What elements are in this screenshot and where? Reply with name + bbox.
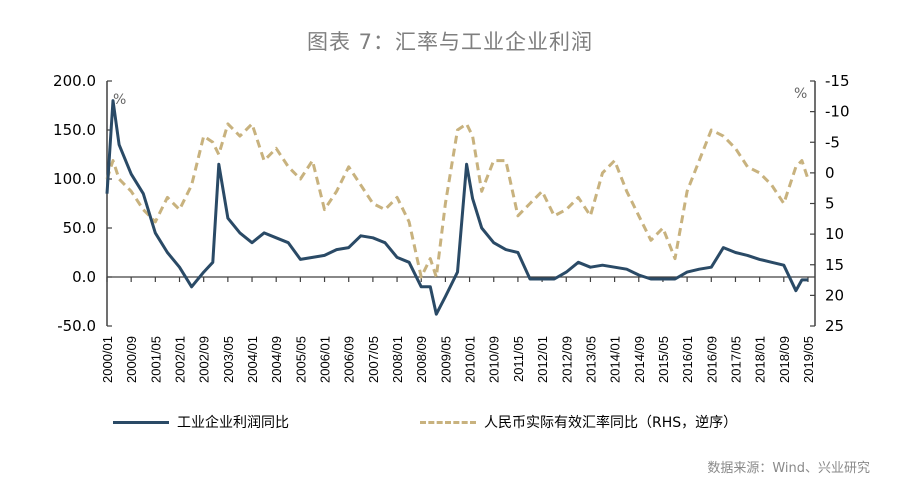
right-tick-label: -5 — [825, 133, 840, 151]
x-tick-label: 2014/09 — [632, 336, 647, 383]
right-tick-label: 15 — [825, 256, 844, 274]
series-profit-line — [105, 99, 808, 316]
x-tick-label: 2000/09 — [124, 336, 139, 383]
left-tick-label: 100.0 — [53, 170, 96, 188]
x-tick-label: 2004/09 — [269, 336, 284, 383]
data-source-note: 数据来源：Wind、兴业研究 — [707, 461, 870, 476]
right-tick-label: -15 — [825, 72, 850, 90]
series-reer-line — [105, 122, 810, 279]
x-tick-label: 2004/01 — [245, 336, 260, 383]
left-tick-label: 200.0 — [53, 72, 96, 90]
x-tick-label: 2009/05 — [438, 336, 453, 383]
x-tick-label: 2016/01 — [680, 336, 695, 383]
right-tick-label: 20 — [825, 286, 844, 304]
legend-item-profit: 工业企业利润同比 — [113, 412, 289, 432]
legend-label-reer: 人民币实际有效汇率同比（RHS，逆序） — [484, 415, 738, 431]
x-tick-label: 2018/09 — [777, 336, 792, 383]
x-tick-label: 2002/01 — [173, 336, 188, 383]
x-tick-label: 2012/01 — [535, 336, 550, 383]
right-tick-label: 5 — [825, 195, 835, 213]
x-tick-label: 2005/05 — [293, 336, 308, 383]
x-tick-label: 2008/01 — [390, 336, 405, 383]
right-tick-label: -10 — [825, 103, 850, 121]
left-tick-label: -50.0 — [57, 317, 96, 335]
x-tick-label: 2001/05 — [148, 336, 163, 383]
x-tick-label: 2006/01 — [318, 336, 333, 383]
left-tick-label: 150.0 — [53, 121, 96, 139]
x-tick-label: 2012/09 — [559, 336, 574, 383]
x-tick-label: 2010/09 — [487, 336, 502, 383]
x-tick-label: 2015/05 — [656, 336, 671, 383]
x-tick-label: 2013/05 — [583, 336, 598, 383]
dashed-line-swatch-icon — [420, 420, 476, 424]
x-tick-label: 2006/09 — [342, 336, 357, 383]
right-tick-label: 25 — [825, 317, 844, 335]
left-tick-label: 50.0 — [63, 219, 96, 237]
legend-label-profit: 工业企业利润同比 — [177, 415, 289, 431]
right-tick-label: 0 — [825, 164, 835, 182]
right-unit-label: % — [794, 86, 807, 102]
solid-line-swatch-icon — [113, 420, 169, 424]
left-tick-label: 0.0 — [72, 268, 96, 286]
x-tick-label: 2018/01 — [753, 336, 768, 383]
x-tick-label: 2008/09 — [414, 336, 429, 383]
x-tick-label: 2007/05 — [366, 336, 381, 383]
left-unit-label: % — [113, 92, 126, 108]
legend-item-reer: 人民币实际有效汇率同比（RHS，逆序） — [420, 412, 737, 432]
x-tick-label: 2003/05 — [221, 336, 236, 383]
x-tick-label: 2010/01 — [463, 336, 478, 383]
x-tick-label: 2019/05 — [801, 336, 816, 383]
right-tick-label: 10 — [825, 225, 844, 243]
chart-title: 图表 7：汇率与工业企业利润 — [306, 30, 594, 54]
x-tick-label: 2014/01 — [608, 336, 623, 383]
x-tick-label: 2016/09 — [704, 336, 719, 383]
legend: 工业企业利润同比 人民币实际有效汇率同比（RHS，逆序） — [0, 412, 900, 436]
x-tick-label: 2002/09 — [197, 336, 212, 383]
x-tick-label: 2011/05 — [511, 336, 526, 382]
x-tick-label: 2000/01 — [100, 336, 115, 383]
x-tick-label: 2017/05 — [728, 336, 743, 383]
